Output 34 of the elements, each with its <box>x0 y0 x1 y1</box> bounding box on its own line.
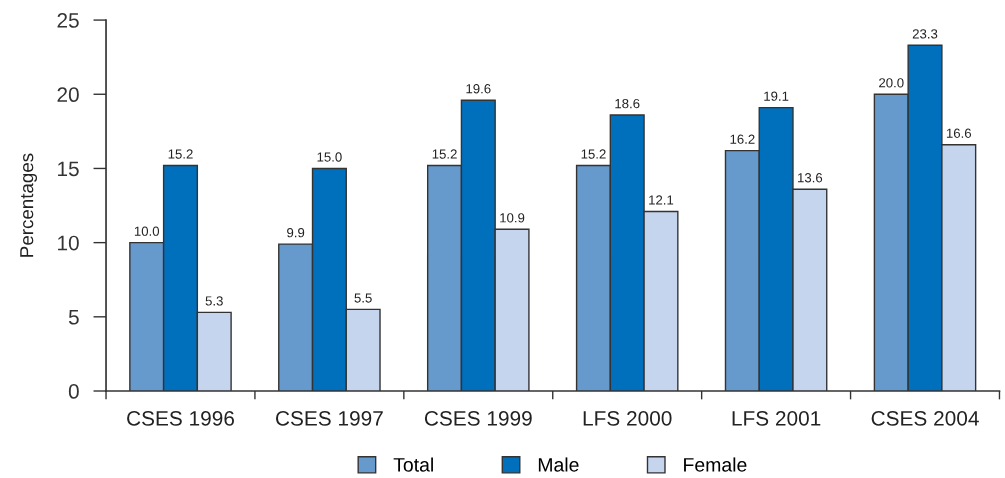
y-tick-label: 5 <box>68 310 79 325</box>
legend-label: Male <box>538 457 579 472</box>
x-tick-label: LFS 2001 <box>732 411 821 426</box>
data-label: 15.2 <box>168 149 193 159</box>
data-label: 23.3 <box>912 29 938 39</box>
data-label: 13.6 <box>798 173 823 183</box>
data-label: 15.2 <box>581 149 606 159</box>
data-label: 5.5 <box>354 293 372 303</box>
x-tick-label: LFS 2000 <box>583 411 672 426</box>
data-label: 12.1 <box>649 195 674 205</box>
y-axis-title: Percentages <box>20 153 38 257</box>
y-tick-label: 15 <box>58 161 79 177</box>
data-label: 10.9 <box>500 213 525 223</box>
data-label: 9.9 <box>287 228 305 238</box>
x-tick-label: CSES 1997 <box>276 411 383 426</box>
y-tick-label: 10 <box>58 235 79 251</box>
data-label: 20.0 <box>879 78 904 88</box>
data-label: 10.0 <box>134 226 160 236</box>
x-tick-label: CSES 1999 <box>424 411 532 426</box>
y-tick-label: 25 <box>57 13 79 28</box>
data-label: 18.6 <box>615 98 640 109</box>
y-tick-label: 20 <box>57 87 79 103</box>
data-label: 16.2 <box>730 134 755 144</box>
data-label: 19.1 <box>764 91 789 101</box>
x-tick-label: CSES 2004 <box>871 411 979 426</box>
data-label: 16.6 <box>946 128 972 138</box>
data-label: 15.2 <box>432 149 457 159</box>
data-label: 15.0 <box>317 152 342 162</box>
data-label: 19.6 <box>466 84 491 94</box>
data-label: 5.3 <box>205 296 223 306</box>
legend-label: Female <box>684 457 747 472</box>
y-tick-label: 0 <box>68 384 79 399</box>
x-tick-label: CSES 1996 <box>127 411 234 426</box>
legend-label: Total <box>393 457 433 472</box>
